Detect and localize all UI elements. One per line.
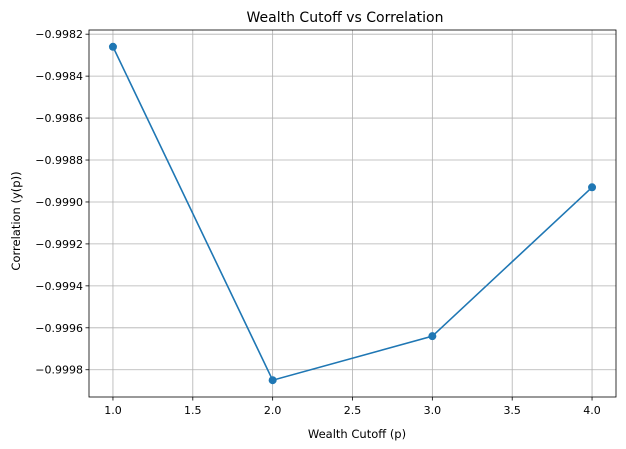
series-layer xyxy=(108,42,597,385)
y-tick-label: −0.9996 xyxy=(35,322,83,335)
y-tick-label: −0.9982 xyxy=(35,28,83,41)
data-point xyxy=(268,376,277,385)
y-axis-label: Correlation (y(p)) xyxy=(9,171,23,270)
x-tick-label: 2.0 xyxy=(264,404,282,417)
x-tick-label: 3.5 xyxy=(503,404,521,417)
y-tick-label: −0.9986 xyxy=(35,112,83,125)
data-point xyxy=(428,332,437,341)
y-tick-label: −0.9998 xyxy=(35,364,83,377)
chart-title: Wealth Cutoff vs Correlation xyxy=(247,10,444,26)
series-line xyxy=(112,46,593,382)
x-tick-label: 3.0 xyxy=(424,404,442,417)
x-tick-label: 2.5 xyxy=(344,404,362,417)
x-tick-label: 4.0 xyxy=(583,404,601,417)
x-tick-label: 1.0 xyxy=(104,404,122,417)
y-tick-label: −0.9988 xyxy=(35,154,83,167)
grid xyxy=(89,30,616,397)
y-tick-label: −0.9984 xyxy=(35,70,83,83)
x-axis-label: Wealth Cutoff (p) xyxy=(308,427,406,441)
x-tick-label: 1.5 xyxy=(184,404,202,417)
y-tick-label: −0.9992 xyxy=(35,238,83,251)
ticks: 1.0 1.5 2.0 2.5 3.0 3.5 4.0 −0.9998 −0.9996 −0.99… xyxy=(35,28,601,417)
data-point xyxy=(108,42,117,51)
data-point xyxy=(588,183,597,192)
y-tick-label: −0.9990 xyxy=(35,196,83,209)
y-tick-label: −0.9994 xyxy=(35,280,83,293)
